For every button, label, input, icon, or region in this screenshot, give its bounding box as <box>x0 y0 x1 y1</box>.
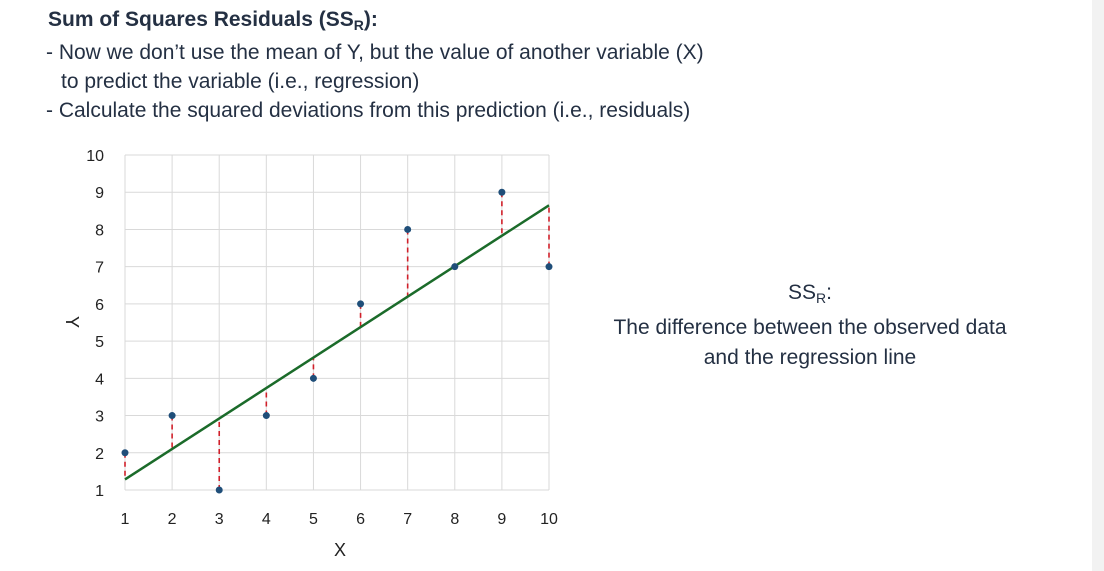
x-tick-label: 7 <box>403 511 412 528</box>
y-tick-label: 1 <box>95 483 104 500</box>
slide-title: Sum of Squares Residuals (SSR): <box>48 8 378 33</box>
y-tick-label: 10 <box>86 148 104 165</box>
residual-lines <box>124 192 550 490</box>
x-tick-label: 3 <box>215 511 224 528</box>
y-axis-label: Y <box>62 316 82 328</box>
data-point <box>121 449 129 457</box>
ssr-annotation: SSR: The difference between the observed… <box>560 278 1060 373</box>
y-axis-ticks: 1 2 3 4 5 6 7 8 9 10 <box>86 148 104 500</box>
data-point <box>545 263 553 271</box>
bullet-list: - Now we don’t use the mean of Y, but th… <box>46 38 704 125</box>
ssr-description-line-2: and the regression line <box>703 346 917 369</box>
bullet-1-line-1: - Now we don’t use the mean of Y, but th… <box>46 41 704 64</box>
data-point <box>498 188 506 196</box>
x-tick-label: 5 <box>309 511 318 528</box>
y-tick-label: 9 <box>95 185 104 202</box>
regression-line <box>124 204 550 481</box>
chart-grid <box>124 154 550 491</box>
ssr-description-line-1: The difference between the observed data <box>613 316 1007 339</box>
y-tick-label: 5 <box>95 334 104 351</box>
x-tick-label: 4 <box>262 511 271 528</box>
x-axis-ticks: 1 2 3 4 5 6 7 8 9 10 <box>121 511 558 528</box>
bullet-2-line-1: - Calculate the squared deviations from … <box>46 99 691 122</box>
x-tick-label: 1 <box>121 511 130 528</box>
regression-line-group <box>124 204 550 481</box>
data-point <box>309 374 317 382</box>
window-edge-strip <box>1092 0 1104 571</box>
x-tick-label: 2 <box>168 511 177 528</box>
y-tick-label: 3 <box>95 409 104 426</box>
x-tick-label: 9 <box>497 511 506 528</box>
y-tick-label: 4 <box>95 371 104 388</box>
x-tick-label: 6 <box>356 511 365 528</box>
data-point <box>404 225 412 233</box>
y-tick-label: 6 <box>95 297 104 314</box>
y-tick-label: 8 <box>95 222 104 239</box>
bullet-1-line-2: to predict the variable (i.e., regressio… <box>61 70 420 93</box>
y-tick-label: 2 <box>95 446 104 463</box>
y-tick-label: 7 <box>95 260 104 277</box>
x-axis-label: X <box>334 540 346 560</box>
x-tick-label: 8 <box>450 511 459 528</box>
ssr-label: SSR: <box>788 281 832 306</box>
x-tick-label: 10 <box>540 511 558 528</box>
data-point <box>215 486 223 494</box>
data-points <box>121 188 553 494</box>
data-point <box>262 412 270 420</box>
data-point <box>168 412 176 420</box>
residuals-scatter-chart: 1 2 3 4 5 6 7 8 9 10 1 2 3 4 5 6 7 8 9 10 X Y <box>62 148 558 560</box>
title-subscript: R <box>353 17 364 33</box>
data-point <box>451 263 459 271</box>
data-point <box>357 300 365 308</box>
